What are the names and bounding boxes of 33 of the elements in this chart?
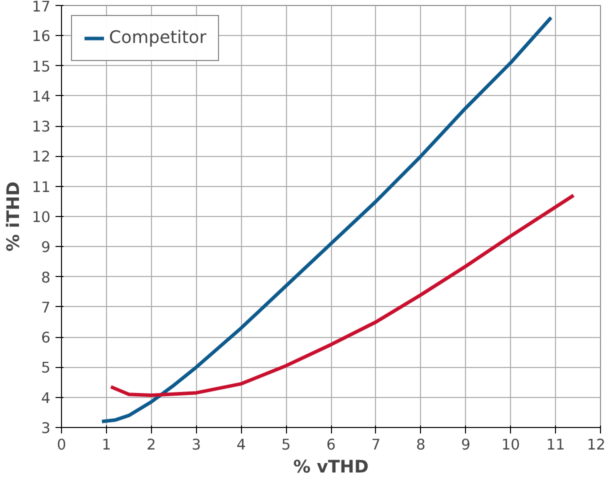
y-tick-label: 5 [41, 360, 51, 377]
x-tick-label: 12 [586, 436, 606, 454]
x-tick-label: 6 [326, 436, 336, 454]
x-tick-label: 3 [192, 436, 201, 454]
line-series [100, 16, 553, 424]
y-tick-label: 9 [41, 239, 51, 256]
line-series [109, 194, 576, 397]
y-tick-label: 17 [32, 0, 51, 16]
x-tick-label: 8 [416, 436, 426, 454]
legend-label: Competitor [109, 28, 206, 48]
x-tick-label: 9 [461, 436, 470, 454]
y-tick-label: 10 [32, 209, 51, 226]
y-tick-label: 3 [41, 420, 51, 437]
x-tick-label: 7 [371, 436, 381, 454]
y-tick-label: 4 [41, 390, 51, 407]
x-tick-label: 2 [146, 436, 156, 454]
y-tick-label: 13 [32, 118, 51, 136]
y-tick-label: 15 [32, 58, 51, 76]
x-tick-label: 5 [281, 436, 291, 454]
y-tick-label: 7 [41, 299, 51, 316]
x-tick-label: 11 [546, 436, 565, 454]
y-tick-label: 16 [32, 28, 51, 46]
y-tick-label: 8 [41, 269, 51, 286]
y-tick-label: 6 [41, 330, 51, 347]
y-tick-label: 14 [32, 88, 51, 106]
x-tick-label: 10 [501, 436, 520, 454]
x-tick-label: 0 [56, 436, 66, 454]
y-tick-label: 11 [32, 178, 51, 196]
x-axis-title: % vTHD [293, 458, 369, 478]
x-tick-label: 1 [102, 436, 112, 454]
y-axis-title: % iTHD [4, 181, 24, 252]
y-tick-label: 12 [32, 148, 51, 166]
x-tick-label: 4 [236, 436, 246, 454]
